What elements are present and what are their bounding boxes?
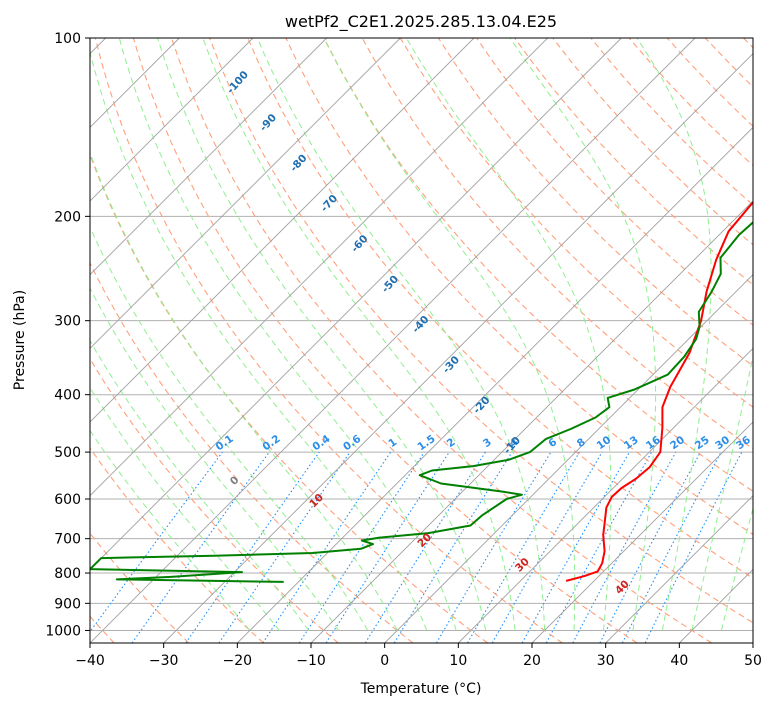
mixing-ratio-lines (90, 451, 743, 643)
x-axis-title: Temperature (°C) (360, 681, 482, 697)
y-tick-label: 100 (54, 31, 81, 47)
y-tick-label: 700 (54, 532, 81, 548)
moist-adiabat-line (90, 50, 428, 631)
x-tick-label: 20 (523, 653, 541, 669)
dewpoint-profile-line (90, 221, 753, 583)
y-tick-label: 600 (54, 492, 81, 508)
x-tick-label: −30 (149, 653, 179, 669)
mixing-ratio-line (521, 451, 630, 643)
dry-adiabat-line (90, 357, 339, 643)
y-tick-label: 800 (54, 566, 81, 582)
y-tick-label: 500 (54, 445, 81, 461)
dry-adiabat-line (209, 38, 753, 624)
isotherm-line (90, 38, 254, 202)
y-tick-label: 1000 (45, 623, 81, 639)
moist-adiabat-line (157, 38, 487, 631)
dry-adiabat-line (90, 446, 264, 643)
dry-adiabat-line (285, 38, 753, 536)
x-tick-label: 30 (597, 653, 615, 669)
moist-adiabat-line (90, 429, 251, 631)
isotherm-lines (90, 38, 753, 643)
mixing-ratio-line (90, 451, 223, 633)
y-tick-label: 400 (54, 388, 81, 404)
y-axis-title: Pressure (hPa) (12, 290, 28, 390)
x-axis-ticks: −40 −30 −20 −10 0 10 20 30 40 50 (75, 643, 762, 669)
mixing-ratio-line (572, 451, 677, 643)
y-tick-label: 300 (54, 314, 81, 330)
y-tick-label: 900 (54, 596, 81, 612)
dry-adiabat-line (514, 38, 753, 286)
moist-adiabat-line (90, 226, 369, 631)
x-tick-label: 10 (449, 653, 467, 669)
dry-adiabat-line (94, 38, 563, 643)
dry-adiabat-line (476, 38, 753, 326)
chart-title: wetPf2_C2E1.2025.285.13.04.E25 (285, 12, 557, 32)
isotherm-line (384, 274, 753, 643)
mixing-ratio-line (131, 451, 270, 643)
y-axis-ticks: 100 200 300 400 500 600 700 800 900 1000 (45, 31, 90, 639)
isotherm-line (90, 38, 475, 423)
isotherm-line (237, 126, 753, 643)
isotherm-line (531, 421, 753, 643)
moist-adiabat-line (90, 287, 339, 631)
dry-adiabat-line (170, 38, 712, 643)
moist-adiabat-line (405, 38, 612, 631)
moist-adiabat-line (509, 38, 657, 631)
plot-frame (89, 37, 754, 644)
moist-adiabat-line (691, 353, 753, 631)
moist-adiabat-line (256, 38, 546, 631)
mixing-ratio-line (545, 451, 653, 643)
isotherm-line (310, 200, 753, 643)
mixing-ratio-line (262, 451, 392, 643)
moist-adiabat-line (323, 38, 576, 631)
dry-adiabat-line (90, 261, 414, 643)
x-tick-label: 50 (744, 653, 762, 669)
x-tick-label: 40 (670, 653, 688, 669)
moist-adiabat-line (90, 339, 310, 631)
moist-adiabat-lines (90, 38, 753, 631)
mixing-ratio-line (185, 451, 320, 643)
isotherm-line (163, 53, 753, 643)
mixing-ratio-line (644, 451, 743, 643)
mixing-ratio-line (393, 451, 513, 643)
mixing-ratio-line (218, 451, 351, 643)
isotherm-line (90, 38, 327, 276)
profile-series (90, 201, 753, 583)
dry-adiabat-line (323, 38, 753, 493)
moist-adiabat-line (118, 38, 457, 631)
moist-adiabat-line (90, 386, 280, 631)
moist-adiabat-line (720, 506, 753, 631)
isotherm-line (458, 347, 753, 643)
dry-adiabat-line (132, 38, 638, 643)
mixing-ratio-line (325, 451, 450, 643)
isotherm-line (90, 38, 548, 497)
isotherm-line (605, 495, 753, 643)
isotherm-line (90, 38, 696, 643)
x-tick-label: 0 (380, 653, 389, 669)
x-tick-label: −20 (223, 653, 253, 669)
x-tick-label: −40 (75, 653, 105, 669)
moist-adiabat-line (202, 38, 516, 631)
temperature-profile-line (565, 201, 753, 582)
isotherm-line (90, 38, 622, 570)
mixing-ratio-line (298, 451, 425, 643)
y-tick-label: 200 (54, 209, 81, 225)
x-tick-label: −10 (296, 653, 326, 669)
isotherm-line (90, 38, 401, 349)
